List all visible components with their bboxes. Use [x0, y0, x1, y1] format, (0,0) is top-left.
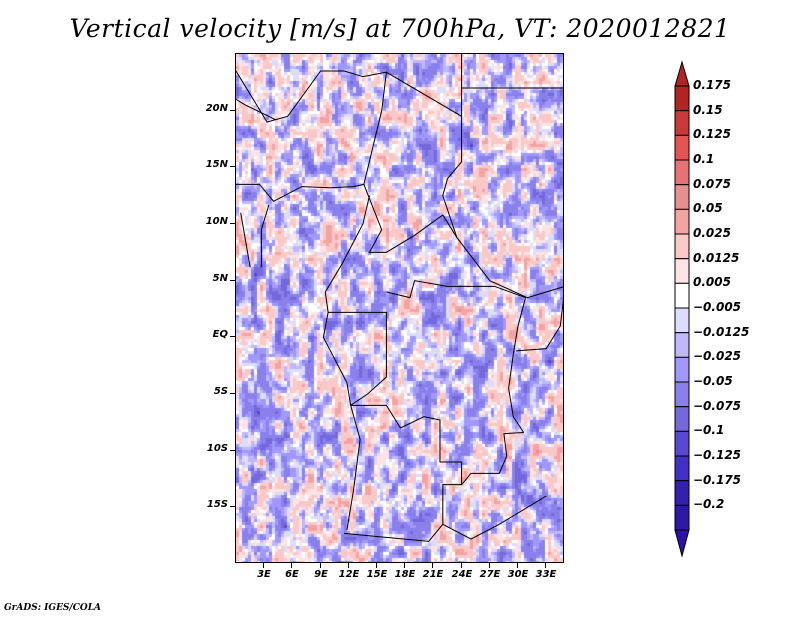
grads-credit: GrADS: IGES/COLA: [4, 603, 102, 613]
map-plot-area: [235, 53, 564, 563]
colorbar-swatch: [674, 233, 690, 260]
x-tick-label: 3E: [257, 569, 271, 580]
x-tick-mark: [489, 563, 490, 568]
x-tick-label: 24E: [451, 569, 473, 580]
vertical-velocity-field: [236, 54, 563, 562]
x-tick-mark: [263, 563, 264, 568]
x-tick-mark: [517, 563, 518, 568]
x-tick-label: 21E: [422, 569, 444, 580]
country-border-line: [386, 280, 527, 433]
y-tick-label: 15S: [206, 499, 228, 510]
colorbar-level-label: 0.05: [693, 201, 723, 215]
country-border-line: [260, 204, 270, 268]
colorbar-level-label: −0.0125: [693, 325, 750, 339]
y-tick-label: 5S: [213, 386, 228, 397]
colorbar-level-label: 0.025: [693, 226, 731, 240]
colorbar-level-label: 0.1: [693, 152, 715, 166]
x-tick-mark: [348, 563, 349, 568]
country-border-line: [442, 495, 547, 540]
country-border-line: [343, 70, 563, 299]
x-tick-label: 18E: [394, 569, 416, 580]
y-tick-label: 20N: [205, 103, 228, 114]
y-tick-mark: [230, 166, 235, 167]
country-border-line: [328, 311, 387, 406]
colorbar-level-label: 0.0125: [693, 251, 740, 265]
y-tick-label: EQ: [212, 329, 228, 340]
colorbar-swatch: [674, 381, 690, 408]
colorbar-level-label: −0.005: [693, 300, 742, 314]
colorbar-min-arrow: [674, 529, 690, 558]
colorbar-level-label: −0.175: [693, 473, 742, 487]
colorbar-level-label: −0.1: [693, 423, 725, 437]
country-border-line: [240, 212, 251, 268]
country-border-line: [344, 404, 463, 542]
colorbar-level-label: 0.125: [693, 127, 731, 141]
colorbar-level-label: 0.15: [693, 103, 723, 117]
y-tick-label: 15N: [205, 159, 228, 170]
x-tick-mark: [545, 563, 546, 568]
y-tick-mark: [230, 336, 235, 337]
country-border-line: [461, 432, 524, 485]
x-tick-label: 12E: [338, 569, 360, 580]
country-border-line: [236, 70, 345, 123]
colorbar-level-label: −0.025: [693, 349, 742, 363]
y-tick-mark: [230, 110, 235, 111]
x-tick-label: 9E: [314, 569, 328, 580]
colorbar-level-label: −0.05: [693, 374, 733, 388]
country-border-line: [324, 195, 370, 293]
colorbar-swatch: [674, 208, 690, 235]
y-tick-mark: [230, 280, 235, 281]
colorbar-swatch: [674, 110, 690, 136]
colorbar-swatch: [674, 307, 690, 334]
y-tick-mark: [230, 393, 235, 394]
colorbar-swatch: [674, 480, 690, 506]
colorbar-swatch: [674, 258, 690, 284]
colorbar-level-label: −0.125: [693, 448, 742, 462]
x-tick-label: 33E: [535, 569, 557, 580]
country-border-line: [516, 298, 563, 352]
colorbar-level-label: 0.075: [693, 177, 731, 191]
colorbar-swatch: [674, 430, 690, 457]
x-tick-label: 15E: [366, 569, 388, 580]
x-tick-mark: [320, 563, 321, 568]
country-border-line: [322, 291, 361, 531]
country-borders: [236, 54, 563, 542]
country-border-line: [236, 98, 276, 121]
y-tick-mark: [230, 450, 235, 451]
x-tick-label: 6E: [285, 569, 299, 580]
colorbar-swatch: [674, 504, 690, 531]
colorbar-swatch: [674, 455, 690, 482]
x-tick-mark: [291, 563, 292, 568]
y-tick-label: 5N: [212, 273, 228, 284]
colorbar-swatch: [674, 85, 690, 112]
colorbar-swatch: [674, 159, 690, 186]
chart-title: Vertical velocity [m/s] at 700hPa, VT: 2…: [69, 14, 731, 43]
colorbar-level-label: −0.075: [693, 399, 742, 413]
colorbar-swatch: [674, 184, 690, 210]
colorbar-level-label: 0.175: [693, 78, 731, 92]
colorbar-level-label: −0.2: [693, 497, 725, 511]
y-tick-label: 10S: [206, 443, 228, 454]
x-tick-mark: [376, 563, 377, 568]
colorbar-swatch: [674, 356, 690, 383]
country-border-line: [363, 72, 387, 185]
x-tick-mark: [461, 563, 462, 568]
x-tick-mark: [404, 563, 405, 568]
x-tick-label: 30E: [507, 569, 529, 580]
x-tick-label: 27E: [479, 569, 501, 580]
x-tick-mark: [432, 563, 433, 568]
colorbar-max-arrow: [674, 60, 690, 87]
y-tick-mark: [230, 223, 235, 224]
y-tick-label: 10N: [205, 216, 228, 227]
colorbar-swatch: [674, 406, 690, 432]
colorbar-swatch: [674, 134, 690, 161]
colorbar-swatch: [674, 332, 690, 358]
colorbar-level-label: 0.005: [693, 275, 731, 289]
y-tick-mark: [230, 506, 235, 507]
colorbar-swatch: [674, 282, 690, 309]
